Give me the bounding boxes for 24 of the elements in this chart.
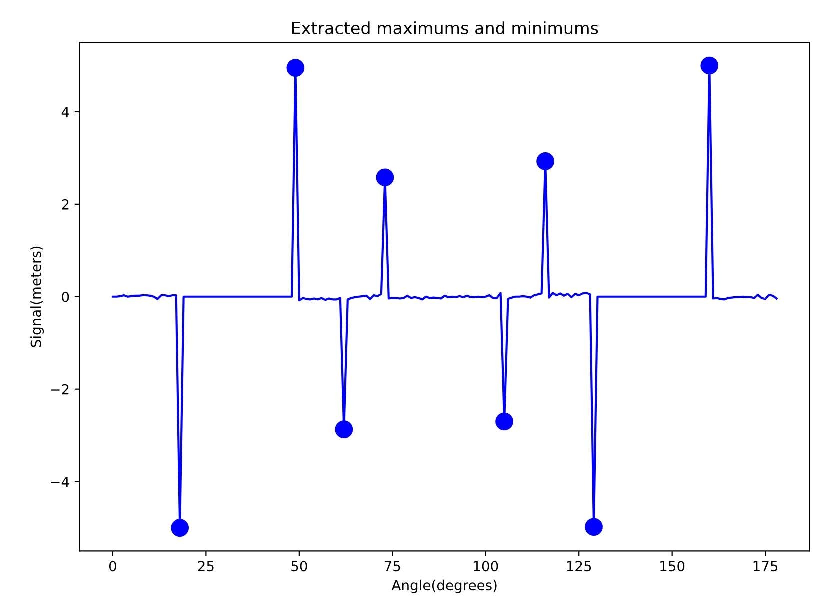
x-tick-label: 75 xyxy=(384,561,400,572)
x-tick-label: 150 xyxy=(660,561,685,572)
x-axis-title: Angle(degrees) xyxy=(392,580,497,594)
y-axis-title: Signal(meters) xyxy=(30,246,44,348)
y-tick-label: −2 xyxy=(51,384,69,395)
point xyxy=(585,518,603,536)
point xyxy=(171,519,189,537)
x-tick-label: 0 xyxy=(109,561,116,572)
point xyxy=(286,59,305,77)
y-tick-label: 2 xyxy=(62,199,69,210)
x-tick-label: 100 xyxy=(474,561,498,572)
x-tick-label: 50 xyxy=(292,561,308,572)
point xyxy=(496,412,514,431)
x-tick-label: 25 xyxy=(198,561,214,572)
point xyxy=(376,168,394,187)
y-tick-label: −4 xyxy=(51,476,70,488)
point xyxy=(700,56,719,75)
point xyxy=(536,152,554,170)
x-tick-label: 175 xyxy=(754,561,778,572)
x-tick-label: 125 xyxy=(567,561,592,572)
y-tick-label: 0 xyxy=(62,292,70,302)
y-tick-label: 4 xyxy=(62,107,70,118)
chart-title: Extracted maximums and minimums xyxy=(292,22,598,35)
point xyxy=(335,420,354,438)
